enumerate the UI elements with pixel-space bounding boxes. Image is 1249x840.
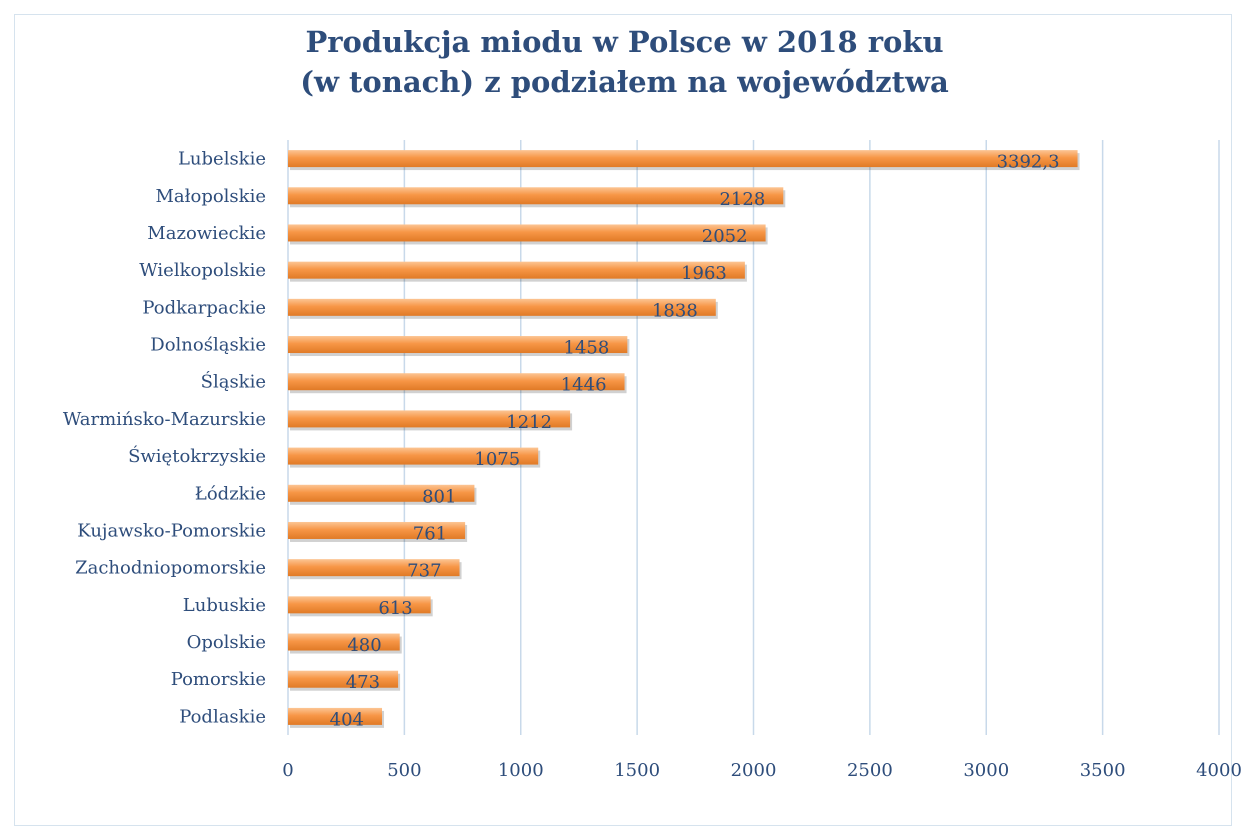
x-tick-label: 500	[387, 760, 421, 781]
bar	[288, 373, 625, 391]
bar	[288, 261, 745, 279]
chart-title: Produkcja miodu w Polsce w 2018 roku (w …	[0, 22, 1249, 102]
data-label: 3392,3	[997, 152, 1060, 173]
chart-title-line-2: (w tonach) z podziałem na województwa	[300, 65, 949, 99]
bar	[288, 670, 399, 688]
data-label: 1963	[681, 263, 727, 284]
data-label: 2052	[702, 226, 748, 247]
x-tick-label: 3500	[1080, 760, 1126, 781]
x-tick-label: 2000	[731, 760, 777, 781]
category-labels: Lubelskie Małopolskie Mazowieckie Wielkopol…	[63, 149, 266, 728]
category-label: Łódzkie	[195, 483, 266, 504]
bar	[288, 633, 400, 651]
bar	[288, 484, 475, 502]
chart-frame	[14, 14, 1232, 826]
bar	[288, 336, 628, 354]
data-label: 1446	[561, 375, 607, 396]
x-tick-labels: 0 500 1000 1500 2000 2500 3000 3500 4000	[282, 760, 1242, 781]
category-label: Podkarpackie	[142, 297, 266, 318]
category-label: Lubuskie	[183, 595, 266, 616]
category-label: Śląskie	[201, 370, 266, 393]
data-label: 613	[378, 598, 412, 619]
data-label: 1212	[506, 412, 552, 433]
data-label: 2128	[719, 189, 765, 210]
bar	[288, 298, 716, 316]
data-label: 404	[330, 709, 364, 730]
category-label: Świętokrzyskie	[128, 444, 266, 467]
bar	[288, 447, 539, 465]
x-tick-label: 1500	[614, 760, 660, 781]
category-label: Pomorskie	[171, 669, 266, 690]
data-label: 1075	[474, 449, 520, 470]
bar	[288, 410, 571, 428]
category-label: Opolskie	[187, 632, 266, 653]
bar	[288, 521, 466, 539]
bar	[288, 224, 766, 242]
bars	[288, 150, 1080, 728]
data-labels: 3392,3 2128 2052 1963 1838 1458 1446 1212 1075 80…	[330, 152, 1060, 731]
category-label: Wielkopolskie	[139, 260, 266, 281]
data-label: 801	[422, 486, 456, 507]
chart-title-line-1: Produkcja miodu w Polsce w 2018 roku	[305, 25, 944, 59]
data-label: 473	[346, 672, 380, 693]
category-label: Lubelskie	[178, 149, 266, 170]
x-tick-label: 0	[282, 760, 293, 781]
data-label: 761	[413, 523, 447, 544]
bar	[288, 187, 784, 205]
x-tick-label: 2500	[847, 760, 893, 781]
category-label: Dolnośląskie	[150, 335, 266, 356]
bar	[288, 707, 383, 725]
data-label: 1838	[652, 300, 698, 321]
category-label: Podlaskie	[179, 706, 266, 727]
x-tick-label: 4000	[1196, 760, 1242, 781]
bar	[288, 559, 460, 577]
category-label: Kujawsko-Pomorskie	[77, 520, 266, 541]
x-tick-label: 1000	[498, 760, 544, 781]
category-label: Zachodniopomorskie	[75, 558, 266, 579]
bar	[288, 150, 1078, 168]
category-label: Mazowieckie	[147, 223, 266, 244]
bar	[288, 596, 431, 614]
category-label: Warmińsko-Mazurskie	[63, 409, 266, 430]
x-tick-label: 3000	[963, 760, 1009, 781]
category-label: Małopolskie	[155, 186, 266, 207]
data-label: 737	[407, 561, 441, 582]
data-label: 480	[347, 635, 381, 656]
data-label: 1458	[564, 338, 610, 359]
